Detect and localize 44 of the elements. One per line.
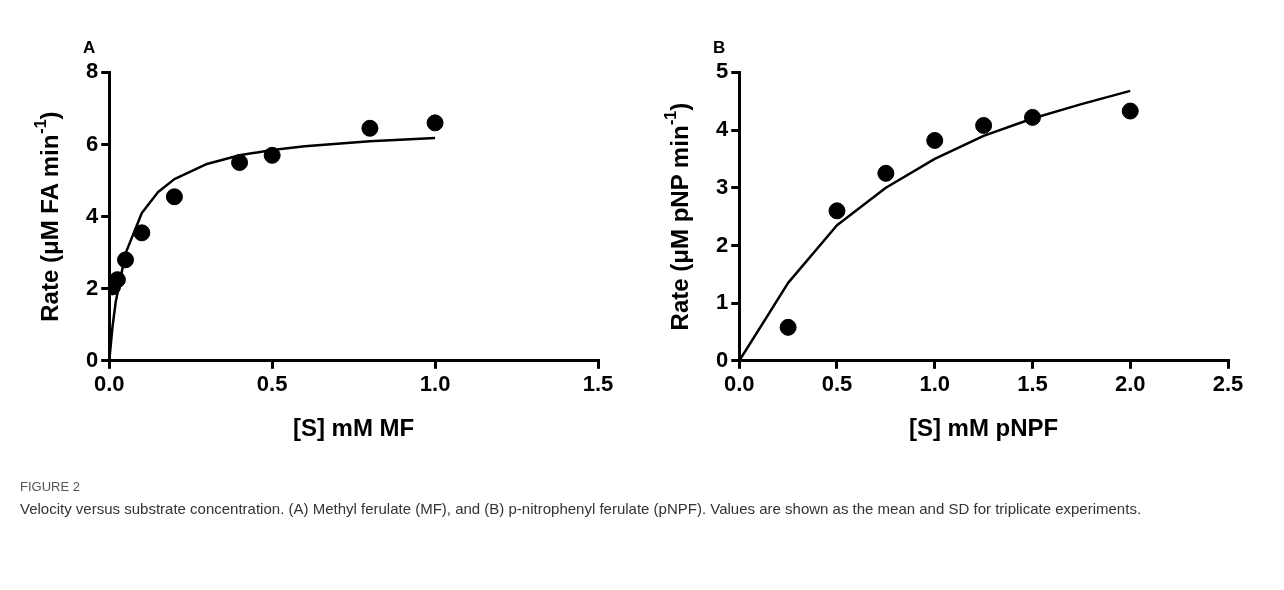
- x-tick-label: 2.0: [1114, 371, 1146, 397]
- x-tick-label: 1.5: [1017, 371, 1048, 397]
- x-tick-label: 0.0: [723, 371, 755, 397]
- point: [165, 188, 183, 206]
- point: [1023, 108, 1041, 126]
- x-tick-label: 1.5: [582, 371, 614, 397]
- y-axis-title: Rate (μM pNP min-1): [662, 102, 693, 331]
- point: [877, 164, 895, 182]
- point: [361, 119, 379, 137]
- y-tick-label: 0: [85, 346, 99, 372]
- point: [231, 154, 249, 172]
- chart-title: A: [83, 37, 96, 57]
- y-tick-label: 3: [715, 173, 729, 199]
- point: [109, 271, 126, 289]
- x-tick-label: 1.0: [919, 371, 951, 397]
- point: [975, 116, 993, 134]
- x-tick-label: 0.5: [256, 371, 288, 397]
- x-axis-title: [S] mM pNPF: [908, 414, 1059, 442]
- x-tick-label: 0.5: [821, 371, 853, 397]
- y-tick-label: 8: [85, 58, 99, 84]
- point: [263, 146, 281, 164]
- caption: FIGURE 2: [20, 478, 81, 496]
- x-tick-label: 1.0: [419, 371, 451, 397]
- point: [828, 202, 846, 220]
- point: [426, 114, 444, 132]
- y-tick-label: 2: [715, 231, 729, 257]
- y-tick-label: 4: [85, 202, 99, 228]
- point: [926, 131, 944, 149]
- text: Velocity versus substrate concentration. (A) Methyl ferulate (MF), and (B) p-nitrophenyl ferulate (pNPF). Values are shown as the mean and SD for triplicate experiments.: [20, 499, 1143, 520]
- y-tick-label: 1: [715, 289, 729, 315]
- y-axis-title: Rate (μM FA min-1): [32, 111, 63, 322]
- x-tick-label: 0.0: [93, 371, 125, 397]
- y-tick-label: 2: [85, 274, 99, 300]
- x-axis-title: [S] mM MF: [292, 414, 415, 442]
- point: [1121, 102, 1139, 120]
- x-tick-label: 2.5: [1212, 371, 1244, 397]
- chart-title: B: [713, 37, 726, 57]
- y-tick-label: 6: [85, 130, 99, 156]
- y-tick-label: 0: [715, 346, 729, 372]
- point: [779, 318, 797, 336]
- y-tick-label: 4: [715, 116, 729, 142]
- point: [133, 224, 151, 242]
- y-tick-label: 5: [715, 58, 729, 84]
- point: [117, 251, 135, 269]
